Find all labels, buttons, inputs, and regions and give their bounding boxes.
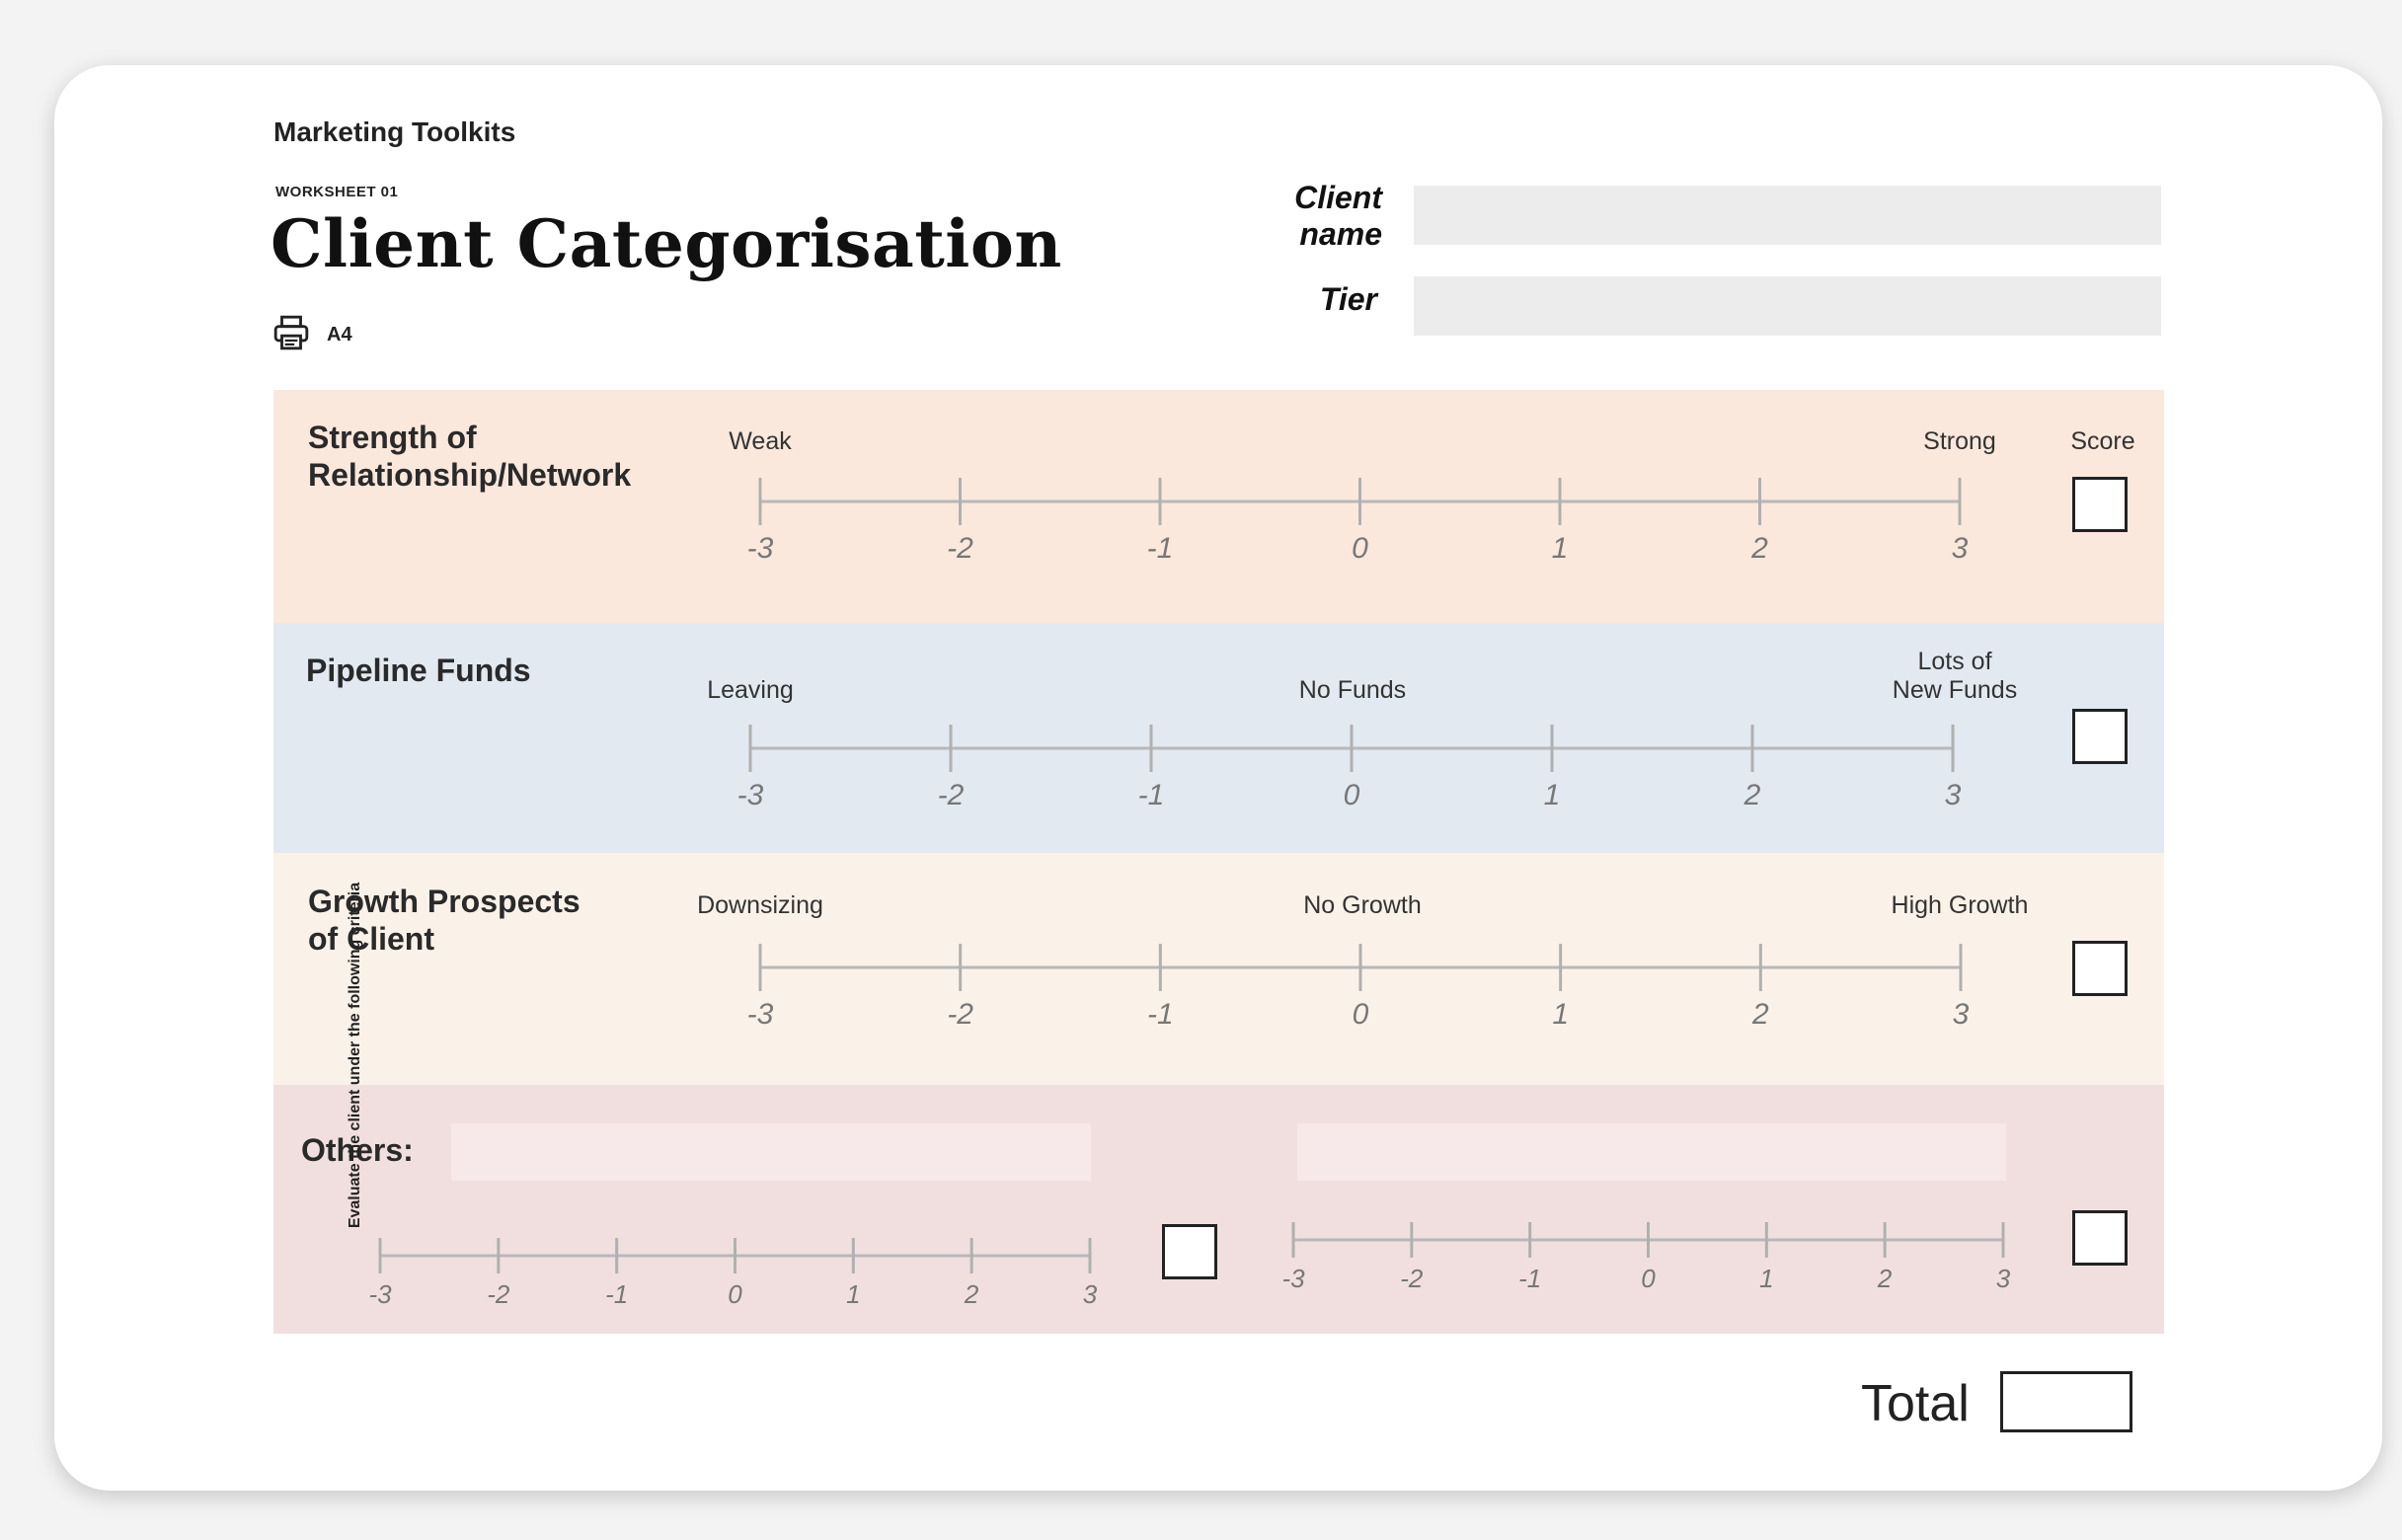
right-anchor-line2: New Funds	[1892, 676, 2018, 704]
worksheet-number: WORKSHEET 01	[275, 184, 399, 200]
scale-tick-label: 0	[1641, 1264, 1656, 1293]
score-box-relationship[interactable]	[2072, 477, 2128, 532]
scale-tick-label: 1	[1552, 998, 1569, 1031]
printer-icon[interactable]	[272, 314, 310, 351]
scale-tick-label: 0	[1344, 779, 1360, 811]
scale-tick-label: -3	[1281, 1264, 1305, 1293]
mid-anchor-label: No Funds	[1298, 676, 1407, 704]
scale-tick-label: -1	[1147, 998, 1174, 1031]
scale-tick-label: -2	[947, 532, 973, 565]
scale-tick-label: -2	[947, 998, 973, 1031]
criteria-name-pipeline: Pipeline Funds	[306, 653, 531, 688]
right-anchor-label: Lots of New Funds	[1861, 648, 2049, 705]
total-box[interactable]	[2000, 1371, 2132, 1432]
score-box-others-1[interactable]	[1162, 1224, 1217, 1279]
score-box-pipeline[interactable]	[2072, 709, 2128, 764]
mid-anchor-label: No Growth	[1303, 891, 1422, 919]
criteria-band-relationship	[273, 390, 2164, 623]
client-name-field[interactable]	[1414, 186, 2161, 245]
right-anchor-label: High Growth	[1891, 891, 2029, 919]
scale-tick-label: 2	[1743, 779, 1761, 811]
print-size-label: A4	[327, 324, 352, 346]
scale-tick-label: -3	[368, 1279, 392, 1309]
scale-tick-label: 2	[964, 1279, 979, 1309]
scale-tick-label: -3	[747, 998, 774, 1031]
others-field-1[interactable]	[451, 1123, 1091, 1181]
scale-tick-label: -1	[1138, 779, 1165, 811]
right-anchor-line1: Lots of	[1917, 648, 1992, 675]
scale-tick-label: -1	[605, 1279, 628, 1309]
scale-tick-label: 3	[1952, 532, 1969, 565]
criteria-name-line1: Strength of	[308, 420, 477, 455]
scale-tick-label: 2	[1751, 998, 1769, 1031]
others-field-2[interactable]	[1297, 1123, 2006, 1181]
score-label: Score	[2070, 427, 2135, 455]
criteria-name-line1: Growth Prospects	[308, 884, 581, 919]
scale-tick-label: 1	[1759, 1264, 1773, 1293]
client-name-label-line1: Client	[1294, 180, 1382, 215]
scale-tick-label: 0	[728, 1279, 742, 1309]
tier-label: Tier	[1319, 281, 1377, 317]
scale-tick-label: -3	[737, 779, 764, 811]
page-title: Client Categorisation	[271, 205, 1062, 282]
scale-tick-label: 0	[1352, 532, 1368, 565]
criteria-band-pipeline	[273, 623, 2164, 853]
client-name-label-line2: name	[1299, 216, 1382, 252]
scale-tick-label: 3	[1083, 1279, 1098, 1309]
scale-tick-label: 3	[1945, 779, 1962, 811]
scale-tick-label: -2	[938, 779, 965, 811]
scale-tick-label: 2	[1750, 532, 1768, 565]
scale-tick-label: 3	[1953, 998, 1970, 1031]
criteria-name-line2: of Client	[308, 921, 434, 957]
scale-tick-label: -2	[1400, 1264, 1424, 1293]
scale-tick-label: 1	[1544, 779, 1561, 811]
criteria-name-growth: Growth Prospects of Client	[308, 883, 581, 958]
right-anchor-label: Strong	[1923, 427, 1996, 455]
scale-tick-label: -3	[747, 532, 774, 565]
scale-tick-label: -2	[487, 1279, 510, 1309]
scale-tick-label: 2	[1877, 1264, 1893, 1293]
total-label: Total	[1861, 1375, 1970, 1432]
score-box-growth[interactable]	[2072, 941, 2128, 996]
scale-tick-label: 3	[1996, 1264, 2011, 1293]
criteria-name-line2: Relationship/Network	[308, 457, 632, 493]
scale-tick-label: 1	[1552, 532, 1569, 565]
side-instruction: Evaluate the client under the following …	[347, 882, 363, 1229]
left-anchor-label: Downsizing	[697, 891, 823, 919]
score-box-others-2[interactable]	[2072, 1210, 2128, 1266]
left-anchor-label: Leaving	[707, 676, 794, 704]
others-label: Others:	[301, 1132, 414, 1168]
scale-tick-label: -1	[1147, 532, 1174, 565]
left-anchor-label: Weak	[729, 427, 792, 455]
scale-tick-label: 1	[846, 1279, 860, 1309]
client-name-label: Client name	[1224, 180, 1382, 253]
scale-tick-label: -1	[1518, 1264, 1541, 1293]
brand-name: Marketing Toolkits	[273, 116, 516, 147]
criteria-name-relationship: Strength of Relationship/Network	[308, 419, 631, 494]
tier-field[interactable]	[1414, 276, 2161, 336]
scale-tick-label: 0	[1353, 998, 1369, 1031]
